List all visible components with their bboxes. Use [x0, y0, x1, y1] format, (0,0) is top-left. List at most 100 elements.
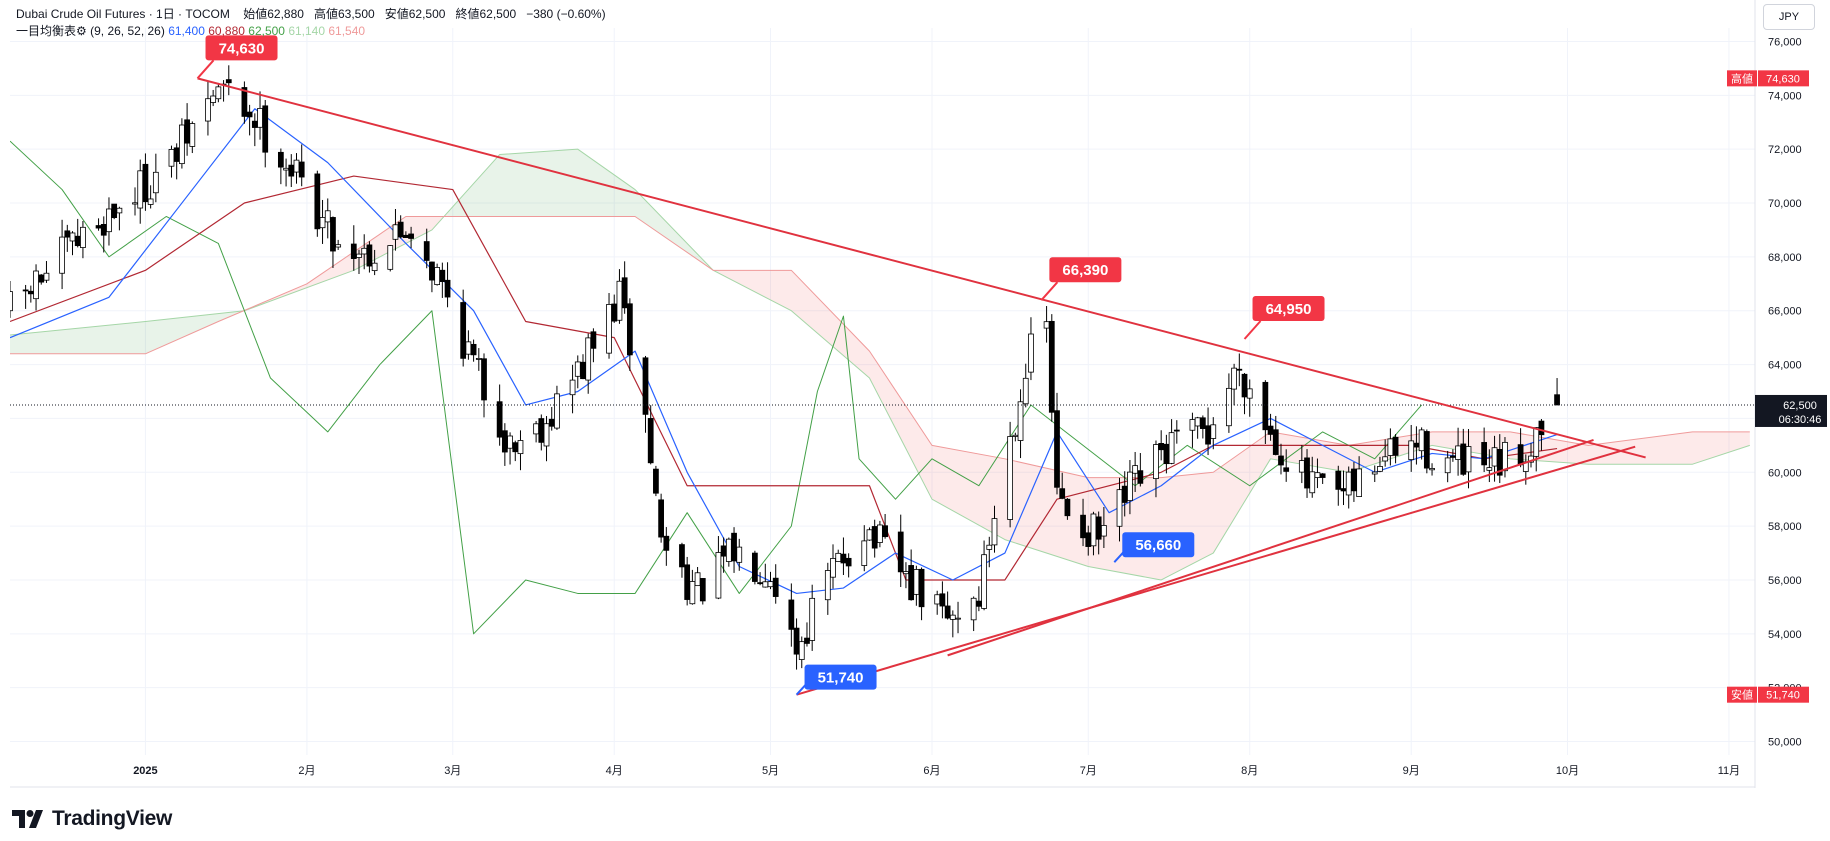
candle-down	[23, 290, 28, 291]
brand-logo[interactable]: TradingView	[12, 806, 172, 832]
candle-up	[1195, 418, 1200, 426]
candle-up	[80, 227, 85, 247]
candle-down	[398, 222, 403, 237]
candle-up	[1492, 448, 1497, 466]
candle-up	[205, 99, 210, 121]
candle-down	[919, 569, 924, 606]
candle-down	[289, 165, 294, 176]
candle-up	[393, 225, 398, 240]
candle-down	[1336, 471, 1341, 489]
candle-down	[1518, 445, 1523, 465]
candle-down	[1081, 515, 1086, 538]
candle-down	[1555, 395, 1560, 405]
candle-down	[1263, 382, 1268, 429]
candle-down	[976, 601, 981, 606]
candle-down	[1138, 471, 1143, 484]
candle-down	[424, 242, 429, 261]
candle-down	[39, 275, 44, 282]
candle-up	[1247, 389, 1252, 398]
candle-up	[60, 237, 65, 273]
candle-down	[497, 402, 502, 437]
candle-down	[185, 120, 190, 143]
price-chart[interactable]: 74,630 66,390 64,950 51,740 56,660 76,000 74,…	[0, 0, 1830, 800]
candle-down	[75, 236, 80, 245]
candle-up	[1377, 466, 1382, 471]
candle-down	[685, 565, 690, 600]
y-tick-label: 54,000	[1768, 629, 1802, 641]
candle-down	[1164, 444, 1169, 463]
x-tick-label: 10月	[1556, 765, 1579, 777]
x-tick-label: 8月	[1241, 765, 1258, 777]
y-tick-label: 64,000	[1768, 360, 1802, 372]
close-label: 終値	[455, 7, 479, 21]
candle-up	[169, 149, 174, 166]
candle-up	[1013, 435, 1018, 436]
candle-up	[1299, 461, 1304, 473]
candle-down	[1060, 489, 1065, 499]
symbol-title[interactable]: Dubai Crude Oil Futures · 1日 · TOCOM	[16, 7, 230, 21]
candle-down	[143, 164, 148, 201]
candle-up	[903, 572, 908, 574]
span-a-value: 61,140	[288, 24, 325, 38]
candle-up	[1456, 446, 1461, 460]
candle-down	[1159, 443, 1164, 449]
x-tick-label: 7月	[1080, 765, 1097, 777]
candle-up	[1028, 334, 1033, 372]
candle-up	[44, 273, 49, 280]
candle-down	[315, 174, 320, 229]
candle-down	[1055, 411, 1060, 488]
candle-up	[190, 124, 195, 147]
candle-down	[841, 554, 846, 563]
candle-down	[101, 224, 106, 235]
candle-up	[284, 168, 289, 170]
candle-up	[1008, 436, 1013, 519]
candle-up	[768, 582, 773, 587]
candle-up	[216, 87, 221, 99]
candle-up	[70, 233, 75, 241]
candle-down	[247, 112, 252, 117]
candle-up	[148, 199, 153, 204]
candle-up	[831, 558, 836, 577]
chart-header: Dubai Crude Oil Futures · 1日 · TOCOM 始値 6…	[16, 6, 606, 40]
candle-down	[846, 558, 851, 566]
candle-up	[1226, 388, 1231, 425]
price-callout-label: 74,630	[219, 40, 265, 57]
span-b-value: 61,540	[328, 24, 365, 38]
candle-up	[1091, 514, 1096, 546]
indicator-name[interactable]: 一目均衡表	[16, 24, 76, 38]
candle-down	[591, 332, 596, 349]
candle-up	[1127, 472, 1132, 500]
candle-down	[612, 304, 617, 321]
candle-down	[263, 106, 268, 152]
candle-down	[367, 245, 372, 266]
candle-up	[726, 539, 731, 561]
candle-up	[336, 245, 341, 247]
candle-down	[461, 303, 466, 359]
currency-button[interactable]: JPY	[1763, 4, 1815, 30]
candle-down	[1351, 469, 1356, 491]
open-label: 始値	[243, 7, 267, 21]
candle-up	[825, 571, 830, 600]
candle-down	[758, 583, 763, 584]
candle-up	[607, 304, 612, 353]
bar-countdown-timer: 06:30:46	[1779, 414, 1822, 426]
candle-up	[544, 424, 549, 446]
candle-up	[987, 545, 992, 549]
candle-down	[96, 226, 101, 229]
candle-up	[617, 281, 622, 320]
candle-up	[737, 547, 742, 562]
candle-up	[211, 96, 216, 103]
settings-icon[interactable]: ⚙	[76, 24, 87, 38]
candle-down	[174, 148, 179, 162]
candle-up	[153, 172, 158, 192]
candle-up	[763, 582, 768, 587]
candle-down	[299, 162, 304, 177]
candle-up	[690, 582, 695, 604]
x-tick-label: 5月	[762, 765, 779, 777]
candle-down	[513, 443, 518, 452]
candle-up	[554, 394, 559, 428]
candle-up	[34, 271, 39, 299]
tradingview-logo-icon	[12, 810, 46, 828]
candle-up	[1487, 468, 1492, 471]
x-tick-label: 11月	[1718, 765, 1740, 777]
